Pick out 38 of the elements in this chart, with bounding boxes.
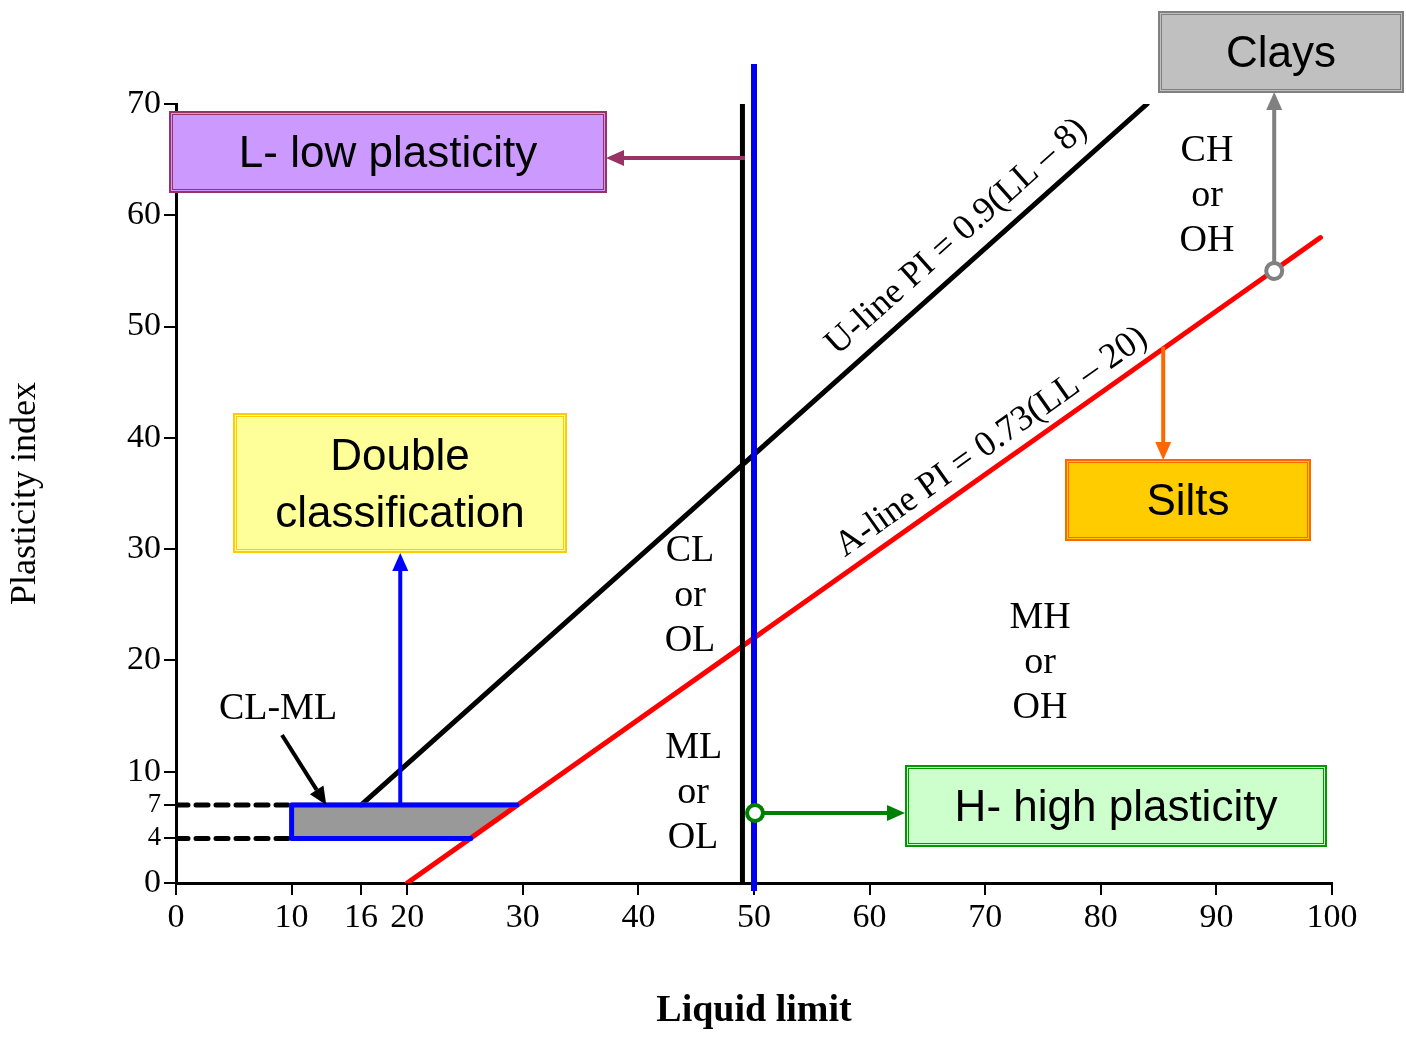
y-tick-label: 30 <box>127 528 161 566</box>
annotation: MH or OH <box>1009 592 1071 728</box>
x-axis-title: Liquid limit <box>656 987 853 1030</box>
x-tick-label: 50 <box>737 897 771 935</box>
x-tick-label: 16 <box>343 897 378 935</box>
callout-frame: Silts <box>1066 460 1310 540</box>
callout-frame: Clays <box>1159 12 1403 92</box>
annotation: Silts <box>1146 474 1230 527</box>
callout-frame: Double classification <box>234 414 566 552</box>
y-tick-label: 40 <box>127 416 161 454</box>
y-tick-label: 10 <box>127 750 161 788</box>
y-tick-label: 50 <box>127 305 161 343</box>
annotation: CL or OL <box>664 525 716 661</box>
x-tick-label: 30 <box>505 897 540 935</box>
x-tick-label: 20 <box>390 897 425 935</box>
x-tick-label: 70 <box>968 897 1003 935</box>
x-tick-label: 90 <box>1199 897 1234 935</box>
x-tick-label: 80 <box>1083 897 1118 935</box>
y-tick-label: 70 <box>127 82 161 120</box>
x-tick-label: 40 <box>621 897 656 935</box>
y-tick-label: 4 <box>147 821 161 852</box>
x-tick-label: 60 <box>852 897 887 935</box>
y-tick-label: 20 <box>127 639 161 677</box>
y-tick-label: 0 <box>144 861 161 899</box>
callout-frame: H- high plasticity <box>906 766 1326 846</box>
y-tick-label: 7 <box>147 788 161 819</box>
annotation: Clays <box>1225 26 1337 79</box>
annotation: H- high plasticity <box>954 780 1278 833</box>
callout-frame: L- low plasticity <box>170 112 606 192</box>
annotation: CH or OH <box>1179 125 1235 261</box>
annotation: Double classification <box>274 428 526 538</box>
x-tick-label: 100 <box>1306 897 1358 935</box>
y-axis-title: Plasticity index <box>3 382 44 605</box>
y-tick-label: 60 <box>127 194 161 232</box>
annotation: L- low plasticity <box>238 126 538 179</box>
annotation: CL-ML <box>218 684 338 728</box>
annotation: ML or OL <box>665 722 723 858</box>
x-tick-label: 10 <box>274 897 309 935</box>
